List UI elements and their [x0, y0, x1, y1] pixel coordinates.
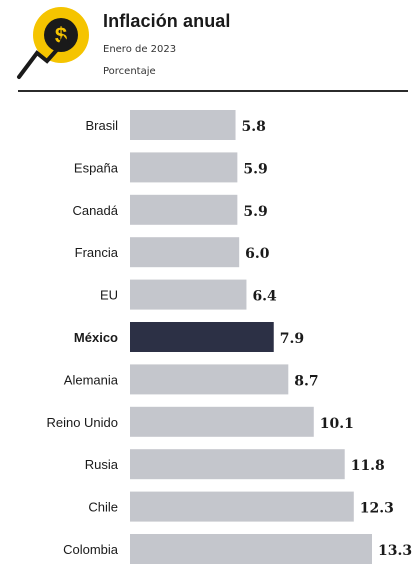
chart-subtitle-date: Enero de 2023 [103, 44, 177, 55]
value-label-alemania: 8.7 [294, 373, 318, 389]
value-label-mexico: 7.9 [280, 331, 304, 347]
bar-espana [130, 152, 238, 183]
bar-alemania [130, 364, 289, 395]
bar-rusia [130, 449, 345, 480]
category-label-francia: Francia [75, 245, 119, 260]
bar-canada [130, 194, 238, 225]
value-label-brasil: 5.8 [242, 119, 266, 135]
category-label-alemania: Alemania [64, 372, 119, 387]
category-label-mexico: México [74, 330, 118, 345]
value-label-canada: 5.9 [243, 204, 267, 220]
category-label-colombia: Colombia [63, 542, 119, 557]
category-label-rusia: Rusia [85, 457, 119, 472]
bar-brasil [130, 110, 236, 140]
bar-colombia [130, 534, 372, 564]
category-label-chile: Chile [88, 500, 118, 515]
chart-title: Inflación anual [103, 11, 231, 31]
bar-francia [130, 237, 240, 268]
dollar-coin-growth-icon: $ [13, 5, 97, 83]
category-label-reino-unido: Reino Unido [46, 415, 118, 430]
bar-eu [130, 279, 247, 310]
value-label-rusia: 11.8 [351, 458, 385, 474]
value-label-reino-unido: 10.1 [320, 416, 354, 432]
value-label-francia: 6.0 [245, 246, 270, 262]
bar-mexico [130, 322, 274, 352]
value-label-eu: 6.4 [252, 289, 277, 305]
category-label-brasil: Brasil [85, 118, 118, 133]
category-label-espana: España [74, 160, 119, 175]
header-divider [18, 90, 408, 92]
bar-chile [130, 491, 354, 522]
category-label-eu: EU [100, 288, 118, 303]
bar-reino-unido [130, 406, 314, 437]
value-label-chile: 12.3 [360, 501, 394, 517]
chart-subtitle-unit: Porcentaje [103, 66, 156, 77]
category-label-canada: Canadá [72, 203, 118, 218]
value-label-colombia: 13.3 [378, 543, 412, 559]
value-label-espana: 5.9 [243, 161, 267, 177]
